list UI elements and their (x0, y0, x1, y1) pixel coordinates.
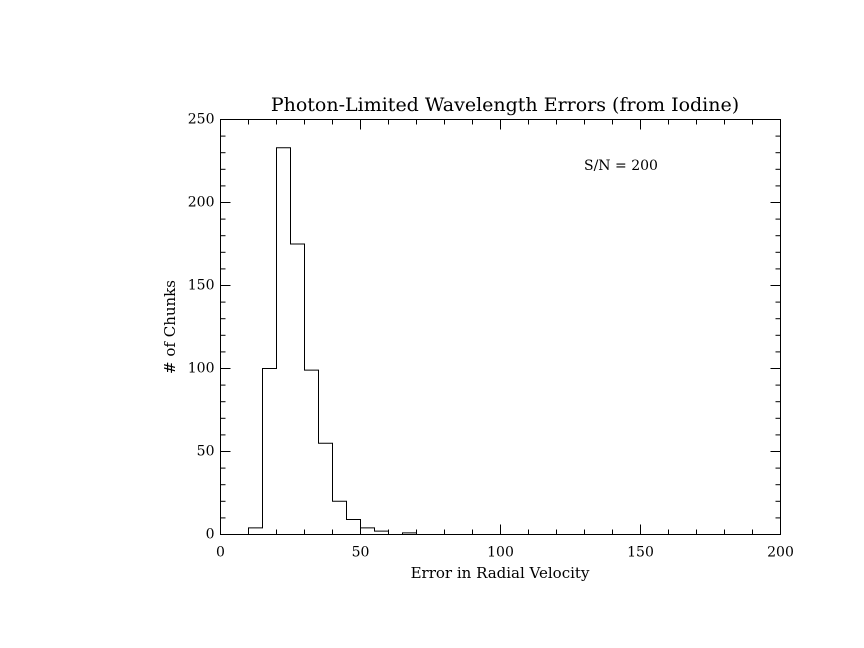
chart-title: Photon-Limited Wavelength Errors (from I… (271, 94, 739, 116)
x-tick-label: 100 (487, 545, 514, 561)
y-tick-label: 150 (188, 278, 215, 294)
histogram-bar (361, 528, 375, 535)
x-axis-label: Error in Radial Velocity (411, 564, 590, 582)
x-axis-tick-labels: 0 50 100 150 200 (216, 545, 794, 561)
y-axis-label: # of Chunks (161, 280, 179, 374)
histogram-bar (277, 148, 291, 535)
histogram-bar (263, 369, 277, 535)
histogram-bar (333, 501, 347, 534)
x-tick-label: 200 (767, 545, 794, 561)
y-tick-label: 200 (188, 195, 215, 211)
histogram-bar (319, 443, 333, 534)
x-tick-label: 50 (352, 545, 370, 561)
histogram-bar (291, 244, 305, 535)
y-tick-label: 100 (188, 361, 215, 377)
histogram-bar (347, 520, 361, 535)
y-axis-tick-labels: 0 50 100 150 200 250 (188, 112, 215, 543)
y-axis-ticks (220, 119, 781, 535)
y-tick-label: 250 (188, 112, 215, 128)
y-tick-label: 50 (197, 444, 215, 460)
histogram-bar (305, 370, 319, 534)
histogram-bar (249, 528, 263, 535)
x-tick-label: 0 (216, 545, 225, 561)
snr-annotation: S/N = 200 (584, 158, 658, 174)
y-tick-label: 0 (206, 527, 215, 543)
x-tick-label: 150 (627, 545, 654, 561)
histogram-outline (248, 147, 431, 535)
